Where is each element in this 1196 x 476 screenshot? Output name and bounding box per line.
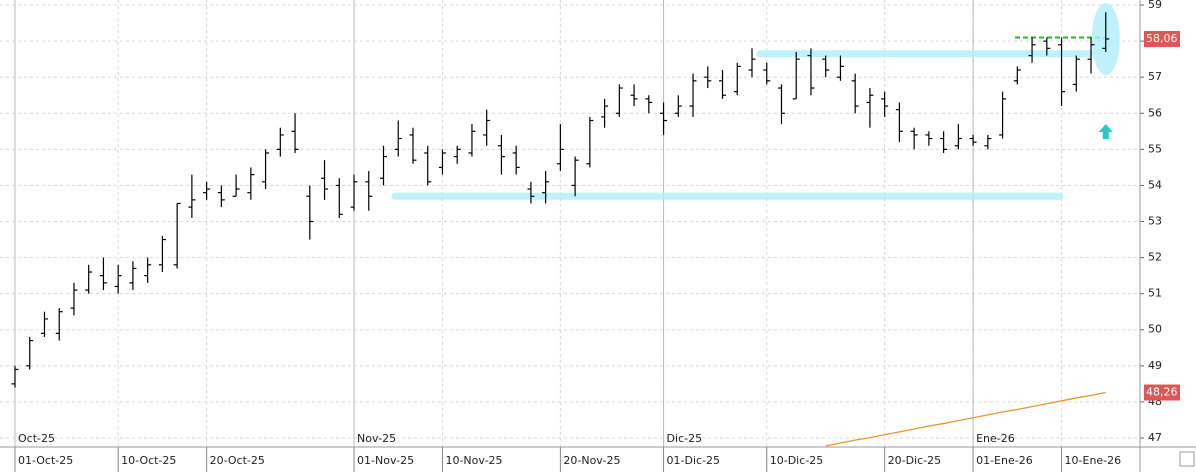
month-label: Oct-25 [18, 432, 55, 445]
y-tick-label: 57 [1148, 70, 1162, 83]
month-label: Dic-25 [667, 432, 703, 445]
x-tick-label: 01-Dic-25 [667, 454, 721, 467]
x-tick-label: 10-Nov-25 [445, 454, 502, 467]
x-tick-label: 20-Oct-25 [210, 454, 265, 467]
y-tick-label: 51 [1148, 287, 1162, 300]
month-label: Nov-25 [357, 432, 396, 445]
up-arrow [1098, 124, 1113, 139]
x-tick-label: 10-Oct-25 [121, 454, 176, 467]
price-label: 48,26 [1146, 386, 1178, 399]
x-tick-label: 10-Ene-26 [1065, 454, 1122, 467]
month-label: Ene-26 [976, 432, 1015, 445]
x-tick-label: 20-Dic-25 [888, 454, 942, 467]
x-tick-label: 01-Ene-26 [976, 454, 1033, 467]
price-label-box [1144, 384, 1180, 401]
x-tick-label: 01-Nov-25 [357, 454, 414, 467]
moving-average [825, 391, 1106, 447]
price-label: 58,06 [1146, 32, 1178, 45]
y-tick-label: 49 [1148, 359, 1162, 372]
y-tick-label: 50 [1148, 323, 1162, 336]
price-label-box [1144, 30, 1180, 47]
y-tick-label: 52 [1148, 251, 1162, 264]
y-tick-label: 54 [1148, 178, 1162, 191]
x-tick-label: 20-Nov-25 [563, 454, 620, 467]
y-axis-panel [1140, 0, 1196, 447]
x-tick-label: 10-Dic-25 [770, 454, 824, 467]
y-tick-label: 59 [1148, 0, 1162, 11]
y-tick-label: 47 [1148, 431, 1162, 444]
corner-button[interactable] [1179, 451, 1195, 467]
y-tick-label: 53 [1148, 215, 1162, 228]
x-tick-label: 01-Oct-25 [18, 454, 73, 467]
y-tick-label: 55 [1148, 142, 1162, 155]
y-tick-label: 56 [1148, 106, 1162, 119]
